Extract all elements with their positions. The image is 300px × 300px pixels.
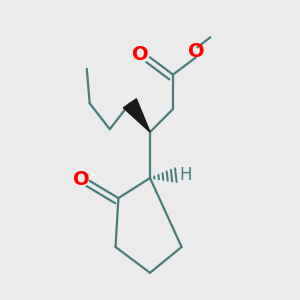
Polygon shape bbox=[123, 99, 150, 132]
Text: O: O bbox=[73, 170, 89, 189]
Text: O: O bbox=[132, 45, 148, 64]
Text: O: O bbox=[188, 42, 204, 61]
Text: H: H bbox=[180, 166, 192, 184]
